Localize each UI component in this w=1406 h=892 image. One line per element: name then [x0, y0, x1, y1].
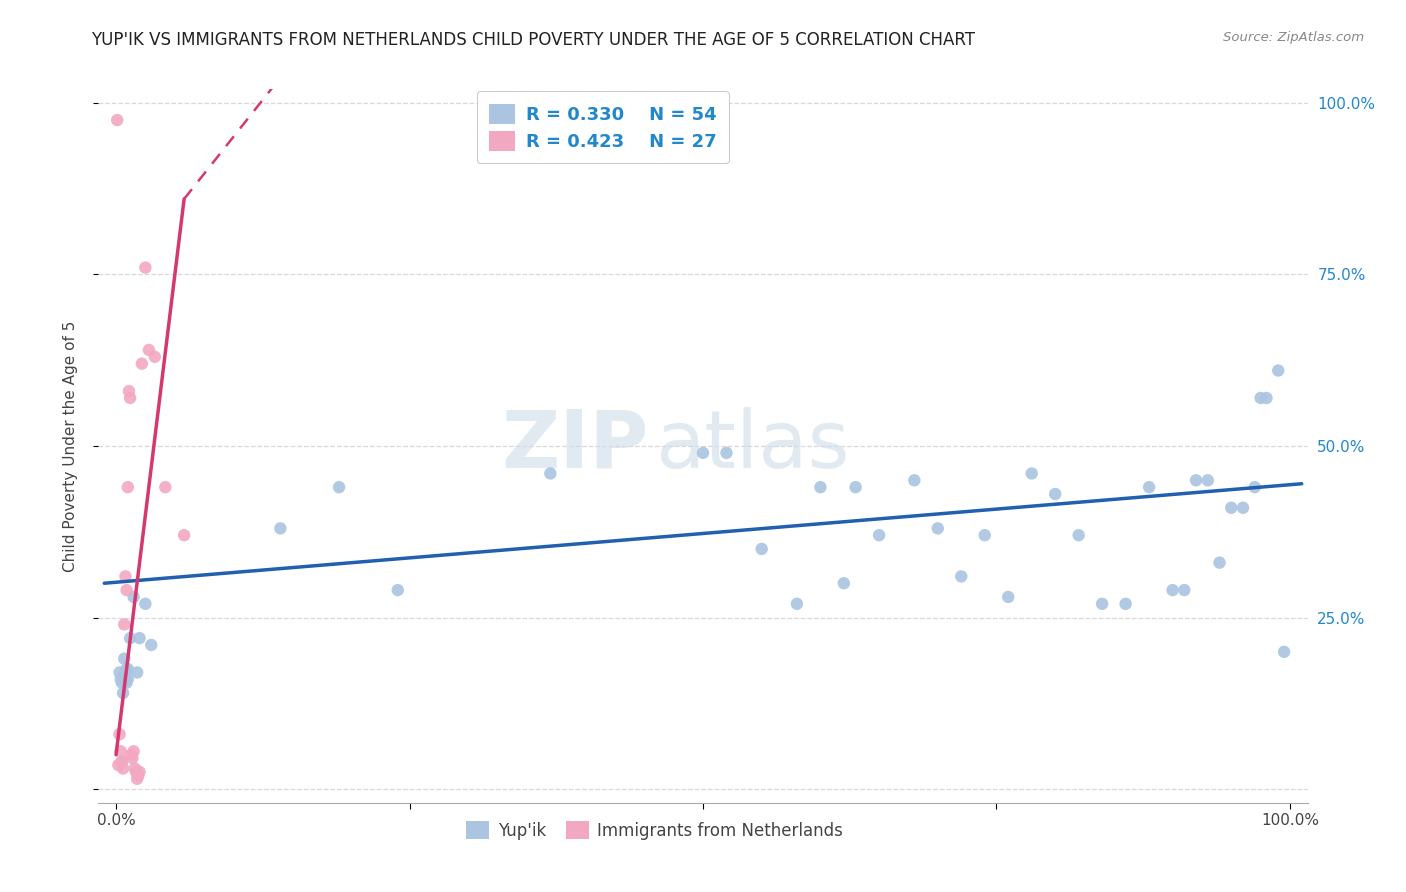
- Point: [387, 583, 409, 598]
- Point: [692, 446, 714, 460]
- Point: [112, 617, 135, 632]
- Point: [997, 590, 1019, 604]
- Point: [751, 541, 773, 556]
- Point: [1208, 556, 1230, 570]
- Point: [868, 528, 890, 542]
- Point: [112, 762, 135, 776]
- Point: [832, 576, 855, 591]
- Point: [131, 357, 153, 371]
- Point: [120, 747, 142, 762]
- Text: atlas: atlas: [655, 407, 849, 485]
- Point: [117, 480, 139, 494]
- Point: [143, 350, 166, 364]
- Point: [927, 521, 949, 535]
- Point: [1137, 480, 1160, 494]
- Point: [1243, 480, 1265, 494]
- Point: [1091, 597, 1114, 611]
- Point: [118, 384, 141, 398]
- Point: [808, 480, 831, 494]
- Point: [108, 665, 131, 680]
- Point: [786, 597, 808, 611]
- Point: [269, 521, 291, 535]
- Legend: Yup'ik, Immigrants from Netherlands: Yup'ik, Immigrants from Netherlands: [457, 814, 852, 848]
- Point: [127, 665, 149, 680]
- Point: [111, 755, 134, 769]
- Point: [1115, 597, 1137, 611]
- Point: [1267, 363, 1289, 377]
- Point: [127, 768, 149, 782]
- Point: [328, 480, 350, 494]
- Point: [903, 473, 925, 487]
- Point: [155, 480, 177, 494]
- Point: [114, 665, 136, 680]
- Point: [105, 113, 128, 128]
- Point: [127, 772, 149, 786]
- Point: [122, 744, 145, 758]
- Point: [128, 631, 150, 645]
- Point: [112, 669, 135, 683]
- Point: [845, 480, 868, 494]
- Point: [115, 675, 138, 690]
- Y-axis label: Child Poverty Under the Age of 5: Child Poverty Under the Age of 5: [63, 320, 77, 572]
- Point: [538, 467, 561, 481]
- Point: [138, 343, 160, 357]
- Text: ZIP: ZIP: [502, 407, 648, 485]
- Point: [134, 597, 156, 611]
- Point: [122, 590, 145, 604]
- Point: [1067, 528, 1090, 542]
- Point: [114, 673, 136, 687]
- Point: [115, 583, 138, 598]
- Point: [111, 675, 134, 690]
- Point: [1021, 467, 1043, 481]
- Point: [120, 391, 142, 405]
- Point: [1185, 473, 1208, 487]
- Point: [1232, 500, 1254, 515]
- Point: [120, 631, 142, 645]
- Point: [128, 764, 150, 779]
- Point: [1161, 583, 1184, 598]
- Point: [1272, 645, 1295, 659]
- Point: [125, 764, 148, 779]
- Point: [716, 446, 738, 460]
- Point: [1197, 473, 1219, 487]
- Point: [950, 569, 973, 583]
- Point: [112, 686, 135, 700]
- Point: [1250, 391, 1272, 405]
- Point: [973, 528, 995, 542]
- Point: [1220, 500, 1243, 515]
- Point: [1173, 583, 1195, 598]
- Point: [108, 727, 131, 741]
- Point: [124, 762, 146, 776]
- Point: [107, 758, 129, 772]
- Point: [110, 673, 132, 687]
- Text: Source: ZipAtlas.com: Source: ZipAtlas.com: [1223, 31, 1364, 45]
- Point: [134, 260, 156, 275]
- Text: YUP'IK VS IMMIGRANTS FROM NETHERLANDS CHILD POVERTY UNDER THE AGE OF 5 CORRELATI: YUP'IK VS IMMIGRANTS FROM NETHERLANDS CH…: [91, 31, 976, 49]
- Point: [112, 669, 135, 683]
- Point: [112, 651, 135, 665]
- Point: [111, 755, 134, 769]
- Point: [173, 528, 195, 542]
- Point: [117, 673, 139, 687]
- Point: [121, 751, 143, 765]
- Point: [1043, 487, 1066, 501]
- Point: [115, 662, 138, 676]
- Point: [114, 569, 136, 583]
- Point: [1256, 391, 1278, 405]
- Point: [117, 662, 139, 676]
- Point: [110, 744, 132, 758]
- Point: [141, 638, 163, 652]
